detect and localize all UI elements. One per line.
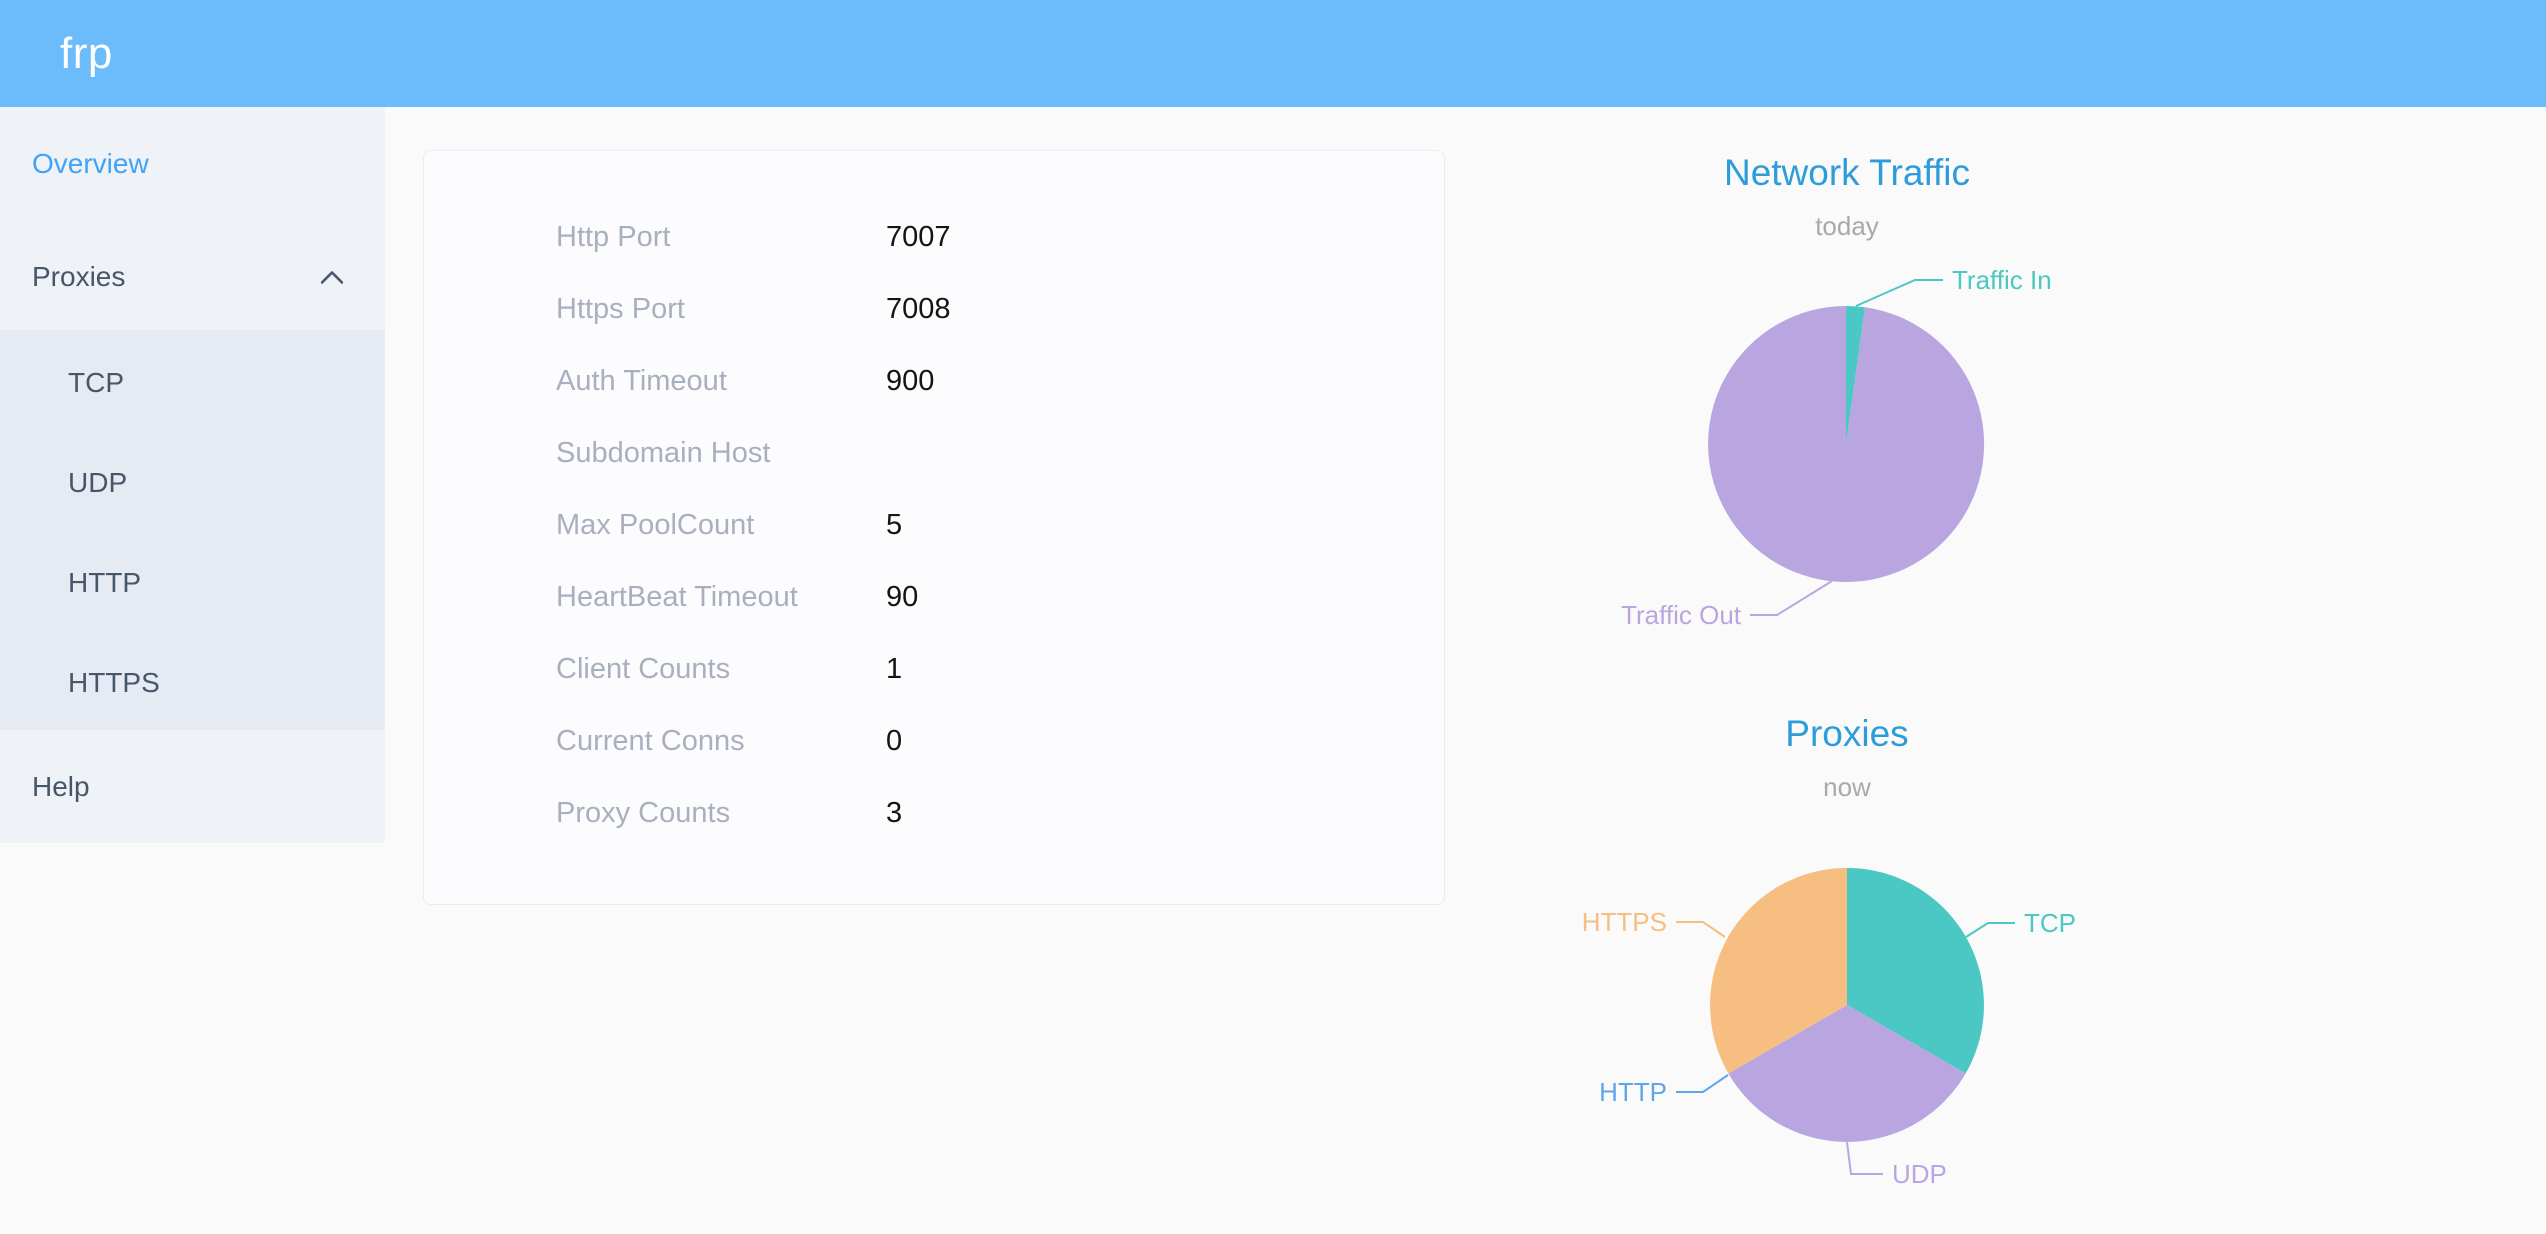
pie-label-tcp: TCP [2024,908,2076,938]
info-row-value: 0 [886,724,903,757]
table-row: HeartBeat Timeout 90 [424,561,1444,633]
info-row-label: Proxy Counts [556,796,731,829]
pie-label-http: HTTP [1599,1077,1667,1107]
pie-label-line-https [1676,921,1726,938]
sidebar-item-proxies[interactable]: Proxies [0,253,385,301]
network-traffic-chart-title: Network Traffic [1723,152,1971,193]
sidebar: Overview Proxies TCP UDP HTTP HTTPS Help [0,107,385,843]
table-row: Current Conns 0 [424,705,1444,777]
table-row: Client Counts 1 [424,633,1444,705]
proxies-pie-chart: TCP UDP HTTP HTTPS [1582,868,2076,1189]
sidebar-item-label: Overview [32,148,149,179]
info-row-label: Auth Timeout [556,364,727,397]
info-row-value: 7007 [886,220,951,253]
pie-label-line-http [1676,1074,1729,1093]
table-row: Http Port 7007 [424,201,1444,273]
info-row-value: 5 [886,508,903,541]
table-row: Https Port 7008 [424,273,1444,345]
pie-label-udp: UDP [1892,1159,1947,1189]
info-row-label: Https Port [556,292,685,325]
info-row-value: 90 [886,580,919,613]
pie-slice-udp[interactable] [1728,1005,1966,1142]
server-info-rows: Http Port 7007 Https Port 7008 Auth Timeout 9… [424,201,1444,849]
table-row: Subdomain Host [424,417,1444,489]
info-row-label: Http Port [556,220,671,253]
proxies-chart-title: Proxies [1785,713,1909,754]
chevron-up-icon [321,271,343,284]
info-row-label: Max PoolCount [556,508,755,541]
info-row-value: 3 [886,796,903,829]
table-row: Auth Timeout 900 [424,345,1444,417]
info-row-label: Subdomain Host [556,436,771,469]
app-header: frp [0,0,2546,107]
pie-slice-traffic-out[interactable] [1708,306,1985,582]
pie-slice-traffic-in[interactable] [1846,305,1865,444]
pie-label-traffic-in: Traffic In [1952,265,2052,295]
table-row: Max PoolCount 5 [424,489,1444,561]
sidebar-item-label: Help [32,771,90,802]
pie-slice-https[interactable] [1710,868,1847,1074]
sidebar-item-overview[interactable]: Overview [0,140,385,188]
network-traffic-chart-subtitle: today [1815,211,1879,241]
pie-label-line-udp [1846,1141,1883,1175]
table-row: Proxy Counts 3 [424,777,1444,849]
sidebar-item-label: Proxies [32,261,126,292]
info-row-label: HeartBeat Timeout [556,580,798,613]
info-row-value: 900 [886,364,935,397]
sidebar-submenu-proxies: TCP UDP HTTP HTTPS [0,330,385,730]
sidebar-subitem-tcp[interactable]: TCP [68,367,124,398]
pie-label-line-traffic-in [1855,279,1943,307]
info-row-label: Client Counts [556,652,731,685]
pie-slice-tcp[interactable] [1847,868,1984,1074]
pie-label-line-traffic-out [1750,580,1833,616]
pie-label-line-tcp [1965,922,2015,938]
info-row-label: Current Conns [556,724,745,757]
info-row-value: 1 [886,652,903,685]
info-row-value: 7008 [886,292,951,325]
network-traffic-pie-chart: Traffic In Traffic Out [1621,265,2052,630]
pie-label-traffic-out: Traffic Out [1621,600,1742,630]
proxies-chart-subtitle: now [1823,772,1871,802]
sidebar-subitem-udp[interactable]: UDP [68,467,128,498]
app-logo: frp [60,29,113,78]
sidebar-subitem-https[interactable]: HTTPS [68,667,160,698]
sidebar-subitem-http[interactable]: HTTP [68,567,142,598]
pie-label-https: HTTPS [1582,907,1667,937]
server-info-card: Http Port 7007 Https Port 7008 Auth Timeout 9… [423,150,1445,905]
sidebar-item-help[interactable]: Help [0,763,385,811]
